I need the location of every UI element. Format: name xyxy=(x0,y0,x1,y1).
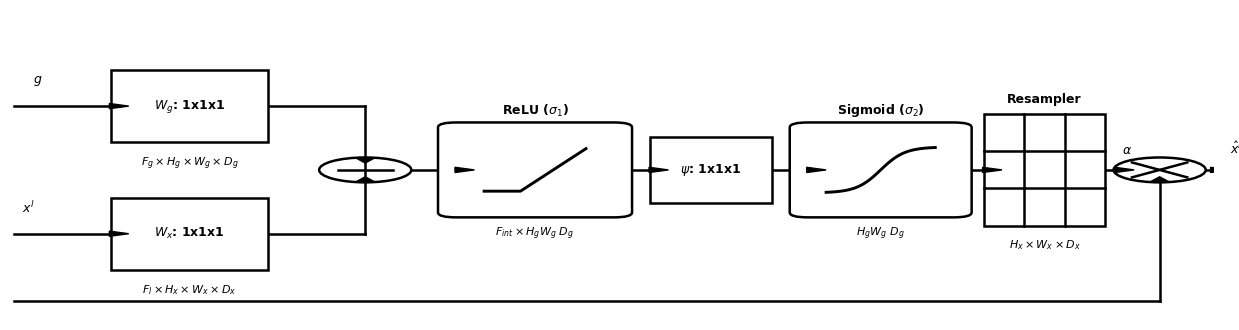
FancyBboxPatch shape xyxy=(984,114,1105,225)
Text: $W_x$: 1x1x1: $W_x$: 1x1x1 xyxy=(154,226,224,241)
Polygon shape xyxy=(1150,177,1170,182)
Polygon shape xyxy=(1115,167,1134,173)
Text: Resampler: Resampler xyxy=(1007,93,1082,106)
Text: $H_g W_g\ D_g$: $H_g W_g\ D_g$ xyxy=(856,225,904,242)
Polygon shape xyxy=(983,167,1002,173)
Text: $\alpha$: $\alpha$ xyxy=(1121,144,1132,157)
Text: $F_l \times H_x \times W_x \times D_x$: $F_l \times H_x \times W_x \times D_x$ xyxy=(142,283,237,297)
Polygon shape xyxy=(109,104,129,109)
FancyBboxPatch shape xyxy=(110,70,268,142)
Polygon shape xyxy=(356,158,375,163)
Text: $\hat{x}^l$: $\hat{x}^l$ xyxy=(1230,141,1239,157)
FancyBboxPatch shape xyxy=(439,122,632,217)
Polygon shape xyxy=(1211,167,1230,173)
Text: ReLU ($\sigma_1$): ReLU ($\sigma_1$) xyxy=(502,103,569,119)
FancyBboxPatch shape xyxy=(789,122,971,217)
Text: $F_{int} \times H_g W_g\ D_g$: $F_{int} \times H_g W_g\ D_g$ xyxy=(496,225,575,242)
Polygon shape xyxy=(807,167,826,173)
Text: $H_x \times W_x \times D_x$: $H_x \times W_x \times D_x$ xyxy=(1009,239,1080,252)
Polygon shape xyxy=(649,167,668,173)
Text: $\psi$: 1x1x1: $\psi$: 1x1x1 xyxy=(680,162,741,178)
FancyBboxPatch shape xyxy=(650,137,772,203)
Text: $g$: $g$ xyxy=(33,74,42,88)
Polygon shape xyxy=(455,167,475,173)
Polygon shape xyxy=(109,231,129,236)
Text: Sigmoid ($\sigma_2$): Sigmoid ($\sigma_2$) xyxy=(836,102,924,119)
Polygon shape xyxy=(356,177,375,182)
Text: $x^l$: $x^l$ xyxy=(22,200,35,216)
Text: $W_g$: 1x1x1: $W_g$: 1x1x1 xyxy=(154,98,225,115)
FancyBboxPatch shape xyxy=(110,198,268,270)
Text: $F_g \times H_g \times W_g \times D_g$: $F_g \times H_g \times W_g \times D_g$ xyxy=(140,155,238,172)
